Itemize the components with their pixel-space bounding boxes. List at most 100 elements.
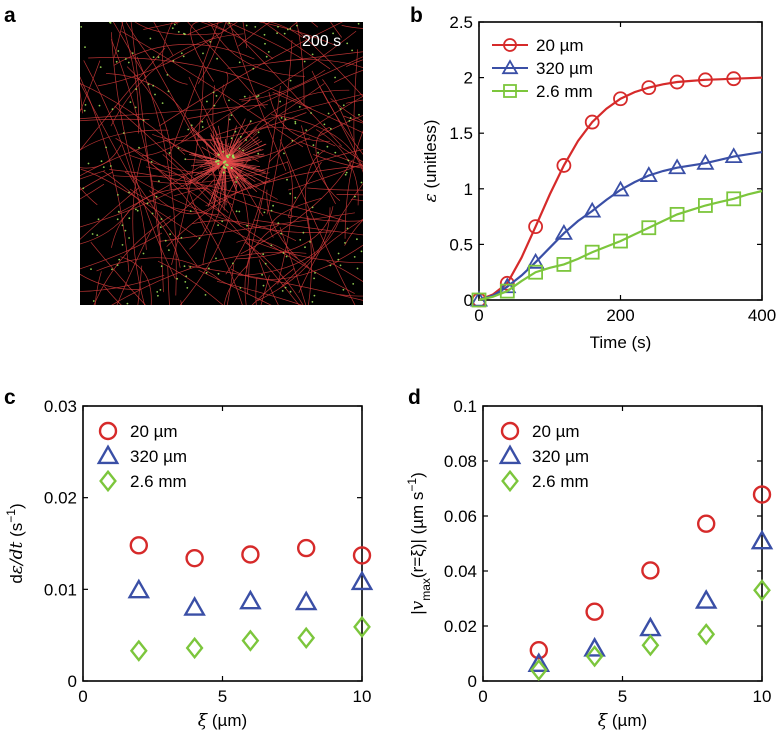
y-axis-label: ε (unitless) bbox=[421, 120, 441, 203]
aster-fiber bbox=[224, 161, 253, 186]
crosslinker-dot bbox=[283, 32, 286, 35]
crosslinker-dot bbox=[252, 67, 255, 70]
crosslinker-dot bbox=[346, 42, 349, 45]
crosslinker-dot bbox=[217, 224, 220, 227]
aster-fiber bbox=[212, 161, 226, 202]
crosslinker-dot bbox=[323, 123, 326, 126]
crosslinker-dot bbox=[90, 268, 92, 270]
fiber bbox=[112, 22, 147, 78]
series-0 bbox=[529, 485, 772, 660]
crosslinker-dot bbox=[102, 166, 105, 169]
fiber bbox=[262, 22, 331, 70]
fiber bbox=[174, 22, 178, 25]
crosslinker-dot bbox=[151, 212, 154, 215]
crosslinker-dot bbox=[264, 262, 267, 265]
crosslinker-dot bbox=[135, 88, 138, 90]
fiber-network-image bbox=[80, 22, 363, 305]
crosslinker-dot bbox=[202, 52, 204, 55]
fiber bbox=[191, 202, 363, 264]
data-point bbox=[697, 514, 716, 533]
crosslinker-dot bbox=[352, 283, 355, 285]
crosslinker-dot bbox=[169, 233, 172, 236]
crosslinker-dot bbox=[185, 275, 188, 278]
crosslinker-dot bbox=[254, 26, 257, 28]
crosslinker-dot bbox=[164, 239, 167, 242]
y-tick-label: 0.04 bbox=[444, 562, 477, 581]
crosslinker-dot bbox=[224, 166, 227, 169]
crosslinker-dot bbox=[344, 242, 346, 244]
crosslinker-dot bbox=[311, 53, 314, 56]
legend-label: 320 µm bbox=[130, 447, 187, 466]
fiber bbox=[94, 271, 102, 305]
fiber bbox=[236, 206, 334, 260]
crosslinker-dot bbox=[309, 241, 311, 243]
crosslinker-dot bbox=[234, 130, 237, 133]
fiber bbox=[246, 56, 363, 111]
crosslinker-dot bbox=[142, 252, 145, 255]
crosslinker-dot bbox=[264, 42, 266, 45]
crosslinker-dot bbox=[213, 104, 216, 107]
data-point bbox=[239, 589, 262, 610]
fiber bbox=[222, 84, 260, 146]
fiber bbox=[288, 163, 363, 191]
crosslinker-dot bbox=[83, 109, 86, 112]
y-tick-label: 0.01 bbox=[44, 580, 77, 599]
legend-marker bbox=[498, 444, 522, 465]
y-tick-label: 0.5 bbox=[449, 235, 473, 254]
fiber bbox=[244, 224, 279, 305]
crosslinker-dot bbox=[201, 126, 204, 128]
fiber bbox=[344, 130, 363, 239]
crosslinker-dot bbox=[239, 135, 242, 138]
series-line bbox=[478, 151, 763, 302]
plot-frame bbox=[482, 405, 763, 682]
aster-fiber bbox=[224, 155, 243, 163]
fiber bbox=[162, 154, 300, 305]
crosslinker-dot bbox=[217, 162, 220, 165]
panel-label-a: a bbox=[4, 4, 16, 27]
crosslinker-dot bbox=[289, 192, 292, 195]
fiber bbox=[80, 81, 135, 184]
data-point bbox=[528, 219, 543, 235]
crosslinker-dot bbox=[205, 271, 208, 274]
crosslinker-dot bbox=[128, 217, 131, 220]
crosslinker-dot bbox=[157, 294, 159, 297]
data-point bbox=[752, 485, 772, 504]
crosslinker-dot bbox=[286, 178, 288, 181]
crosslinker-dot bbox=[284, 286, 287, 289]
crosslinker-dot bbox=[84, 46, 86, 48]
crosslinker-dot bbox=[326, 145, 329, 148]
data-point bbox=[584, 114, 600, 130]
crosslinker-dot bbox=[232, 262, 234, 265]
fiber bbox=[157, 260, 224, 305]
aster-fiber bbox=[224, 155, 265, 163]
crosslinker-dot bbox=[289, 27, 292, 30]
fiber bbox=[322, 79, 355, 141]
fiber bbox=[114, 22, 124, 58]
crosslinker-dot bbox=[135, 208, 137, 211]
crosslinker-dot bbox=[136, 209, 139, 212]
crosslinker-dot bbox=[280, 232, 283, 235]
data-point bbox=[294, 590, 318, 611]
crosslinker-dot bbox=[358, 113, 360, 116]
y-tick-label: 2 bbox=[464, 69, 473, 88]
y-tick-label: 0 bbox=[468, 672, 477, 691]
data-point bbox=[726, 191, 742, 207]
legend-label: 2.6 mm bbox=[536, 82, 593, 101]
x-axis-label: Time (s) bbox=[590, 333, 652, 352]
aster-fiber bbox=[207, 161, 226, 171]
legend-label: 320 µm bbox=[536, 59, 593, 78]
crosslinker-dot bbox=[222, 171, 225, 174]
data-point bbox=[694, 589, 718, 609]
fiber bbox=[187, 22, 303, 38]
data-point bbox=[639, 166, 658, 182]
crosslinker-dot bbox=[131, 52, 134, 54]
fiber bbox=[121, 30, 304, 148]
fiber bbox=[116, 229, 153, 305]
fiber bbox=[216, 280, 303, 305]
fiber bbox=[80, 274, 165, 292]
crosslinker-dot bbox=[334, 76, 336, 79]
y-tick-label: 0 bbox=[464, 291, 473, 310]
chart-d: 0 5 10 0 0.02 0.04 0.06 0.08 0.1 20 µm 320 µm 2.6 m… bbox=[405, 397, 774, 731]
crosslinker-dot bbox=[238, 147, 241, 150]
fiber bbox=[326, 260, 363, 283]
